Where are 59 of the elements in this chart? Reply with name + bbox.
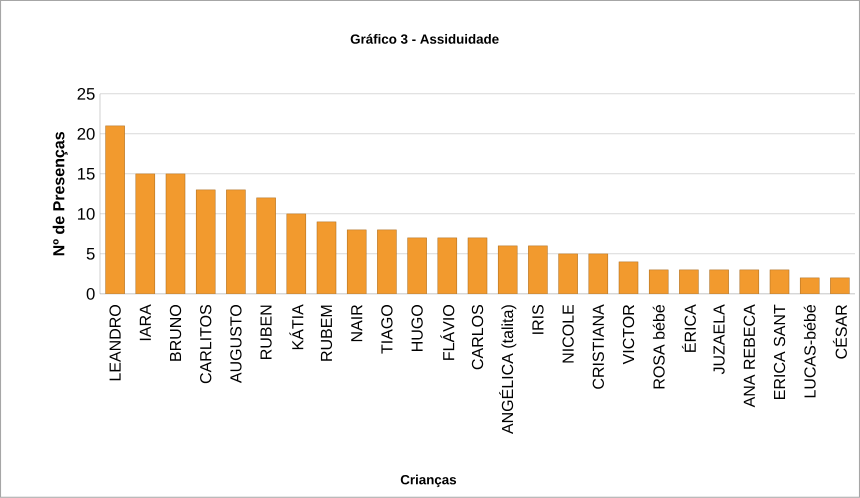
x-tick-label: BRUNO — [170, 305, 182, 361]
bar — [770, 270, 790, 294]
x-tick-label: TIAGO — [381, 305, 393, 354]
chart-title: Gráfico 3 - Assiduidade — [350, 34, 499, 44]
y-tick-label: 20 — [78, 128, 95, 140]
x-tick-label: RUBEN — [260, 306, 272, 360]
bar — [166, 174, 186, 294]
bar — [196, 190, 216, 294]
y-tick-label: 5 — [86, 248, 95, 260]
x-tick-label: VICTOR — [622, 305, 634, 364]
x-tick-label: LUCAS-bébé — [804, 305, 816, 398]
bar — [226, 190, 246, 294]
y-tick-label: 25 — [78, 88, 95, 100]
x-tick-label: IRIS — [532, 305, 544, 334]
y-axis-title: Nº de Presenças — [52, 132, 68, 256]
x-tick-label: ANA REBECA — [744, 304, 755, 408]
x-tick-label: ERICA SANT — [774, 304, 786, 400]
bar — [830, 278, 850, 294]
bar — [316, 222, 336, 294]
bar — [438, 238, 458, 294]
bar — [618, 262, 638, 294]
bar — [407, 238, 427, 294]
x-tick-label: NAIR — [351, 305, 362, 342]
x-tick-label: NICOLE — [562, 305, 574, 363]
x-tick-label: ROSA bébé — [652, 305, 665, 388]
x-tick-label: JUZAELA — [714, 304, 725, 374]
bar — [800, 278, 820, 294]
x-tick-label: CARLITOS — [200, 305, 212, 384]
x-tick-label: FLÁVIO — [440, 305, 454, 360]
bar — [468, 238, 488, 294]
bar — [256, 198, 276, 294]
x-tick-label: CARLOS — [472, 305, 484, 370]
x-tick-label: IARA — [140, 304, 151, 340]
bar — [528, 246, 548, 294]
bar — [346, 230, 366, 294]
x-tick-label: LEANDRO — [109, 305, 121, 380]
x-tick-label: ÉRICA — [682, 304, 696, 352]
bar — [498, 246, 518, 294]
x-tick-label: KÁTIA — [289, 304, 304, 350]
bar — [709, 270, 729, 294]
x-tick-label: CÉSAR — [832, 305, 847, 359]
bar — [648, 270, 668, 294]
x-tick-label: ANGÉLICA (talita) — [499, 305, 516, 434]
bar — [679, 270, 699, 294]
x-tick-label: RUBEM — [320, 306, 332, 361]
bar — [588, 254, 608, 294]
bar — [105, 126, 125, 294]
y-tick-label: 0 — [86, 288, 95, 300]
x-tick-label: AUGUSTO — [230, 305, 242, 384]
bar — [740, 270, 760, 294]
y-tick-label: 10 — [78, 208, 95, 220]
x-tick-label: CRISTIANA — [592, 304, 604, 389]
bar — [377, 230, 397, 294]
y-tick-label: 15 — [78, 168, 95, 180]
x-tick-label: HUGO — [411, 305, 423, 352]
bar — [286, 214, 306, 294]
bar — [558, 254, 578, 294]
x-axis-title: Crianças — [400, 474, 456, 488]
bar — [136, 174, 156, 294]
